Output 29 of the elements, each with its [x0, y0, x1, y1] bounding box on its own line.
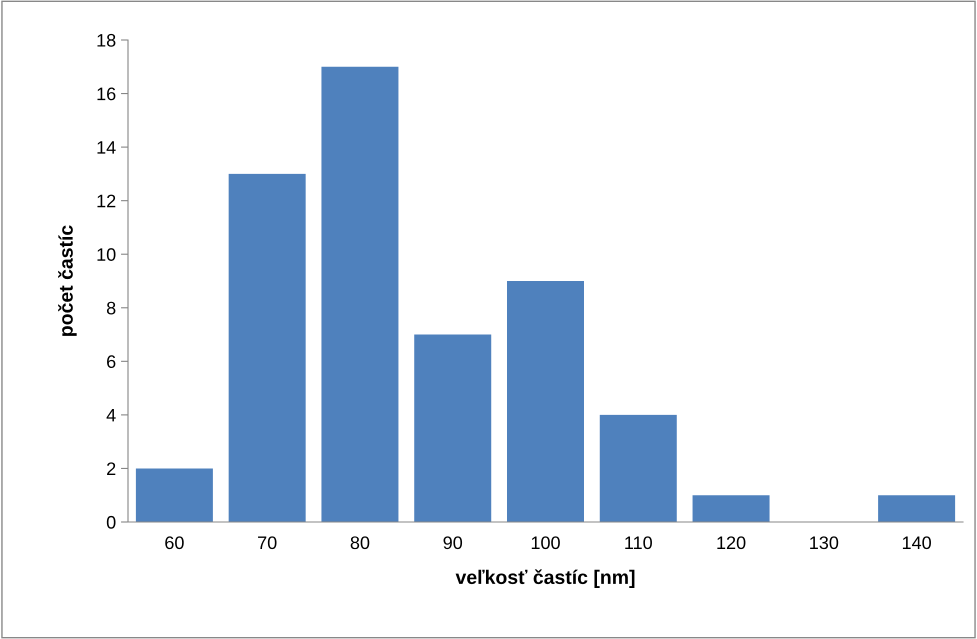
x-tick-label: 120 [717, 536, 746, 550]
x-tick-label: 60 [165, 536, 184, 550]
y-tick-label: 0 [106, 516, 116, 529]
x-tick-label: 110 [625, 536, 652, 550]
y-tick-label: 4 [106, 409, 116, 422]
y-tick-label: 10 [97, 248, 116, 261]
x-tick-label: 70 [258, 536, 277, 550]
bar [228, 174, 306, 522]
y-tick-label: 6 [107, 355, 116, 368]
y-tick-label: 12 [97, 194, 116, 208]
bar [878, 495, 956, 522]
bar [321, 66, 398, 522]
x-tick-label: 90 [444, 536, 462, 550]
x-tick-label: 80 [350, 536, 370, 550]
x-tick-label: 100 [532, 536, 560, 550]
y-tick-label: 14 [97, 141, 116, 154]
y-axis-title: počet častíc [58, 225, 77, 336]
y-tick-label: 18 [97, 34, 116, 47]
bar [414, 334, 492, 522]
bar [136, 468, 213, 522]
x-tick-label: 130 [810, 536, 838, 550]
x-axis-title: veľkosť častíc [nm] [456, 569, 634, 588]
bar [600, 414, 677, 522]
y-tick-label: 8 [106, 302, 116, 314]
y-tick-label: 2 [107, 462, 116, 475]
x-tick-label: 140 [902, 536, 931, 550]
bar [692, 495, 770, 522]
bar [506, 281, 584, 522]
y-tick-label: 16 [97, 87, 116, 100]
